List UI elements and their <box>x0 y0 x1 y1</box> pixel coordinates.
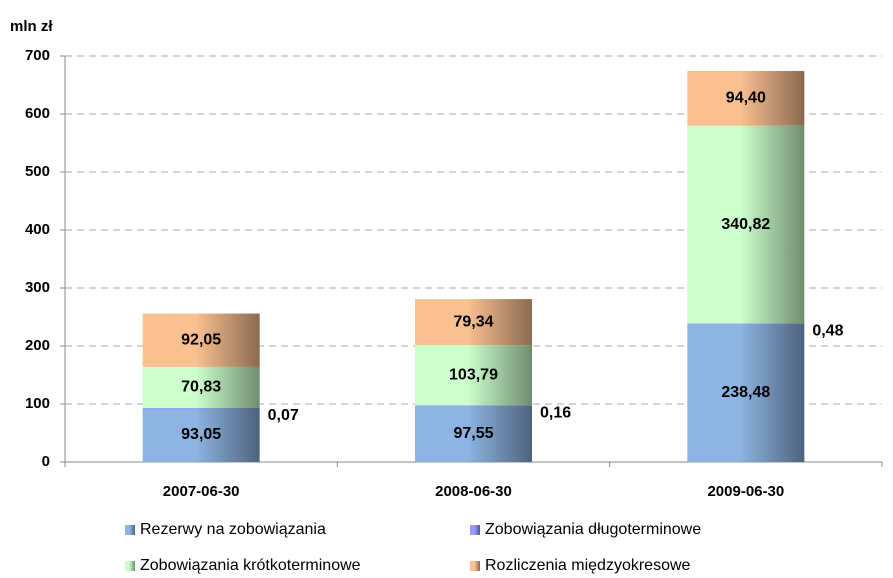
x-tick-label: 2007-06-30 <box>163 483 240 500</box>
value-label: 70,83 <box>181 379 221 396</box>
value-label: 92,05 <box>181 331 221 348</box>
y-tick-label: 400 <box>25 221 50 238</box>
value-label: 103,79 <box>449 366 498 383</box>
legend-label: Zobowiązania krótkoterminowe <box>140 557 361 574</box>
bar-segment <box>415 405 532 462</box>
bar-segment <box>687 323 805 324</box>
bar-segment <box>687 125 805 324</box>
value-label: 238,48 <box>721 384 770 401</box>
bar-segment <box>687 323 805 462</box>
value-label: 340,82 <box>721 216 770 233</box>
bar-segment <box>142 408 260 462</box>
bar-segment <box>687 70 805 126</box>
y-tick-label: 700 <box>25 47 50 64</box>
value-label: 94,40 <box>726 90 766 107</box>
legend-label: Zobowiązania długoterminowe <box>485 521 701 538</box>
value-label: 0,48 <box>812 323 843 340</box>
x-tick-label: 2009-06-30 <box>707 483 784 500</box>
y-axis-label: mln zł <box>10 18 53 35</box>
x-tick-label: 2008-06-30 <box>435 483 512 500</box>
value-label: 0,07 <box>268 407 299 424</box>
y-tick-label: 600 <box>25 105 50 122</box>
legend-label: Rozliczenia międzyokresowe <box>485 557 691 574</box>
legend-label: Rezerwy na zobowiązania <box>140 521 326 538</box>
y-tick-label: 0 <box>42 453 50 470</box>
bar-segment <box>415 345 532 406</box>
value-label: 93,05 <box>181 426 221 443</box>
legend-swatch <box>125 525 135 535</box>
value-label: 79,34 <box>453 313 493 330</box>
bar-segment <box>415 299 532 346</box>
value-label: 0,16 <box>540 405 571 422</box>
bar-segment <box>142 366 260 408</box>
legend-swatch <box>125 561 135 571</box>
bar-segment <box>142 407 260 409</box>
bar-segment <box>142 313 260 367</box>
legend-swatch <box>470 525 480 535</box>
bar-segment <box>415 405 532 406</box>
y-tick-label: 500 <box>25 163 50 180</box>
y-tick-label: 200 <box>25 337 50 354</box>
legend-swatch <box>470 561 480 571</box>
y-tick-label: 100 <box>25 395 50 412</box>
value-label: 97,55 <box>453 425 493 442</box>
y-tick-label: 300 <box>25 279 50 296</box>
